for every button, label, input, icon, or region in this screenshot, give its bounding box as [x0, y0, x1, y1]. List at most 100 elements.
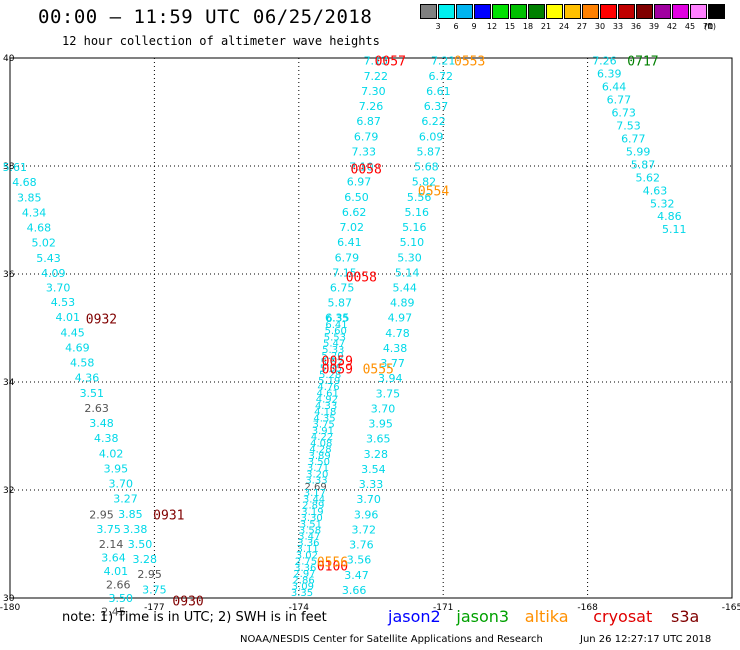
wave-height-value: 6.72 [429, 70, 454, 83]
wave-height-value: 3.50 [128, 538, 153, 551]
wave-height-value: 4.38 [94, 432, 119, 445]
legend-label: 6 [453, 22, 459, 31]
wave-height-value: 4.92 [316, 395, 338, 406]
legend-label: 30 [594, 22, 606, 31]
wave-height-value: 3.27 [113, 493, 138, 506]
wave-height-value: 6.44 [602, 81, 627, 94]
wave-height-value: 4.53 [51, 296, 76, 309]
wave-height-value: 6.39 [597, 68, 622, 81]
wave-height-value: 3.72 [352, 523, 377, 536]
lon-tick-label: -180 [0, 603, 20, 613]
wave-height-value: 5.62 [636, 171, 661, 184]
legend-label: 33 [612, 22, 624, 31]
wave-height-value: 3.96 [354, 508, 379, 521]
wave-height-value: 6.62 [342, 206, 367, 219]
wave-height-value: 5.28 [319, 370, 341, 381]
wave-height-value: 5.02 [31, 237, 56, 250]
lat-tick-label: 30 [3, 594, 15, 604]
wave-height-value: 3.56 [347, 554, 372, 567]
wave-height-value: 3.71 [307, 463, 329, 474]
legend-swatch [492, 4, 509, 19]
legend-label: 18 [522, 22, 534, 31]
wave-height-value: 7.13 [364, 55, 389, 68]
lon-tick-label: -168 [577, 603, 598, 613]
wave-height-value: 3.02 [296, 550, 318, 561]
wave-height-value: 5.56 [407, 191, 432, 204]
wave-height-value: 2.69 [305, 482, 327, 493]
wave-height-value: 3.70 [108, 478, 133, 491]
wave-height-value: 2.89 [302, 501, 324, 512]
wave-height-value: 4.34 [22, 206, 47, 219]
lon-tick-label: -171 [433, 603, 453, 613]
wave-height-value: 3.91 [312, 426, 334, 437]
wave-height-value: 5.47 [323, 339, 345, 350]
wave-height-value: 7.30 [361, 85, 386, 98]
pass-time-label: 0930 [172, 595, 203, 610]
wave-height-value: 6.35 [326, 314, 348, 325]
lat-tick-label: 36 [3, 270, 15, 280]
legend-label: 24 [558, 22, 570, 31]
wave-height-value: 6.79 [354, 130, 379, 143]
legend-swatch [474, 4, 491, 19]
lat-tick-label: 32 [3, 486, 14, 496]
wave-height-value: 4.76 [317, 382, 339, 393]
pass-time-label: 0556 [317, 555, 348, 570]
wave-height-value: 5.61 [3, 161, 28, 174]
wave-height-value: 3.35 [291, 588, 313, 599]
wave-height-value: 2.66 [106, 579, 131, 592]
wave-height-value: 3.95 [368, 418, 393, 431]
pass-time-label: 0931 [153, 508, 184, 523]
wave-height-value: 5.10 [400, 236, 425, 249]
legend-label: 36 [630, 22, 642, 31]
wave-height-value: 3.48 [89, 417, 114, 430]
wave-height-value: 2.75 [295, 557, 317, 568]
wave-height-value: 3.38 [123, 523, 148, 536]
legend-swatch [654, 4, 671, 19]
wave-height-value: 5.30 [397, 251, 422, 264]
wave-height-value: 2.63 [84, 402, 109, 415]
wave-height-value: 5.62 [321, 357, 343, 368]
wave-height-value: 2.45 [101, 606, 126, 619]
wave-height-value: 4.58 [70, 357, 95, 370]
wave-height-value: 3.64 [101, 552, 126, 565]
wave-height-value: 3.58 [299, 525, 321, 536]
satellite-name: s3a [671, 607, 700, 626]
wave-height-value: 3.51 [300, 519, 322, 530]
wave-height-value: 5.32 [650, 197, 675, 210]
wave-height-value: 4.68 [12, 176, 37, 189]
pass-time-label: 0553 [454, 55, 485, 70]
wave-height-value: 4.35 [313, 413, 335, 424]
legend-swatch [456, 4, 473, 19]
wave-height-value: 3.95 [104, 462, 129, 475]
wave-height-value: 2.97 [293, 569, 315, 580]
legend-label: 21 [540, 22, 552, 31]
wave-height-value: 4.36 [75, 372, 100, 385]
wave-height-value: 6.37 [424, 100, 449, 113]
legend-label: 70 [702, 22, 714, 31]
wave-height-value: 7.22 [364, 70, 389, 83]
wave-height-value: 5.16 [404, 206, 429, 219]
wave-height-value: 4.89 [390, 297, 415, 310]
wave-height-value: 4.61 [317, 388, 339, 399]
satellite-name: jason2 [388, 607, 441, 626]
wave-height-value: 3.75 [376, 387, 401, 400]
pass-time-label: 0100 [317, 560, 348, 575]
lat-tick-label: 38 [3, 162, 15, 172]
legend-unit: (ft) [704, 22, 717, 31]
map-frame [9, 57, 733, 599]
wave-height-value: 4.86 [657, 210, 682, 223]
legend-swatch [600, 4, 617, 19]
wave-height-value: 4.63 [643, 184, 668, 197]
wave-height-value: 4.09 [41, 267, 66, 280]
page-title: 00:00 – 11:59 UTC 06/25/2018 [38, 6, 373, 28]
wave-height-value: 6.77 [607, 94, 632, 107]
wave-height-value: 5.19 [318, 376, 340, 387]
legend-label: 45 [684, 22, 696, 31]
wave-height-value: 4.78 [385, 327, 410, 340]
wave-height-value: 5.11 [662, 223, 687, 236]
wave-height-value: 2.14 [99, 538, 124, 551]
wave-height-value: 4.38 [383, 342, 408, 355]
wave-height-value: 7.21 [431, 55, 456, 68]
wave-height-value: 5.43 [36, 252, 61, 265]
